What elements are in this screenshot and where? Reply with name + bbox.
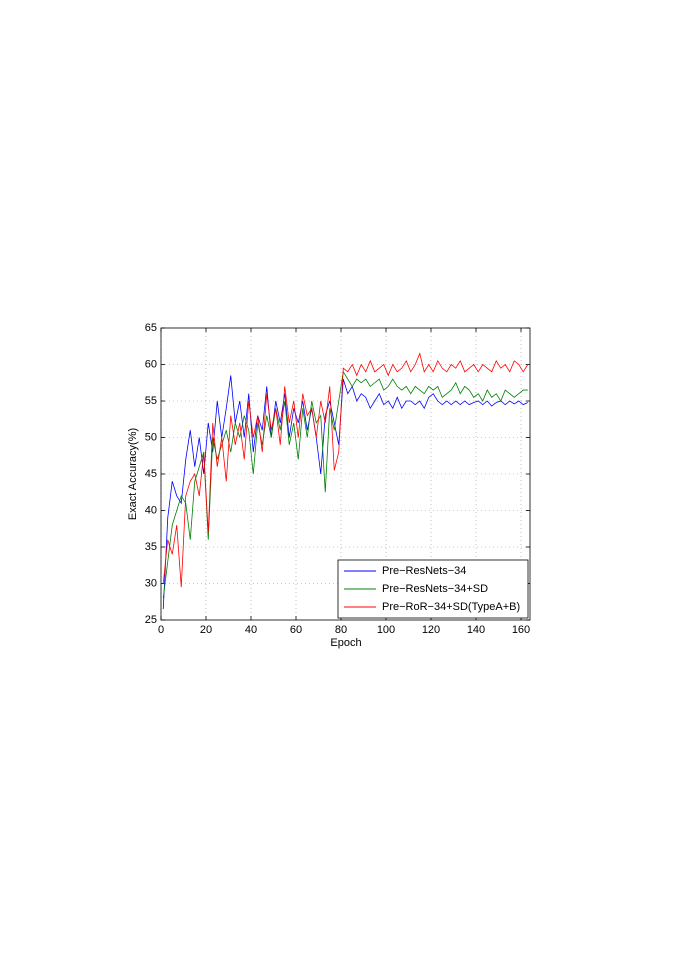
data-line: [162, 370, 528, 599]
legend-label: Pre−RoR−34+SD(TypeA+B): [382, 601, 520, 613]
legend-label: Pre−ResNets−34+SD: [382, 583, 488, 595]
legend: Pre−ResNets−34 Pre−ResNets−34+SD Pre−RoR−3…: [337, 559, 529, 619]
x-tick-label: 60: [290, 624, 302, 636]
y-tick-label: 55: [145, 395, 157, 407]
x-tick-label: 40: [245, 624, 257, 636]
x-tick-label: 20: [200, 624, 212, 636]
plot-frame: [160, 327, 531, 621]
data-line: [162, 352, 529, 588]
y-tick-label: 40: [145, 504, 157, 516]
x-tick-label: 0: [158, 624, 164, 636]
y-tick-label: 65: [145, 322, 157, 334]
x-tick-label: 160: [512, 624, 530, 636]
legend-label: Pre−ResNets−34: [382, 565, 466, 577]
y-tick-label: 35: [145, 541, 157, 553]
x-tick-label: 100: [377, 624, 395, 636]
x-tick-label: 120: [422, 624, 440, 636]
y-axis-label: Exact Accuracy(%): [127, 428, 139, 520]
y-tick-label: 30: [145, 577, 157, 589]
y-tick-label: 25: [145, 614, 157, 626]
x-tick-label: 80: [335, 624, 347, 636]
data-line: [162, 375, 528, 610]
y-tick-label: 60: [145, 358, 157, 370]
y-tick-label: 45: [145, 468, 157, 480]
x-tick-label: 140: [467, 624, 485, 636]
x-axis-label: Epoch: [330, 637, 361, 649]
y-tick-label: 50: [145, 431, 157, 443]
